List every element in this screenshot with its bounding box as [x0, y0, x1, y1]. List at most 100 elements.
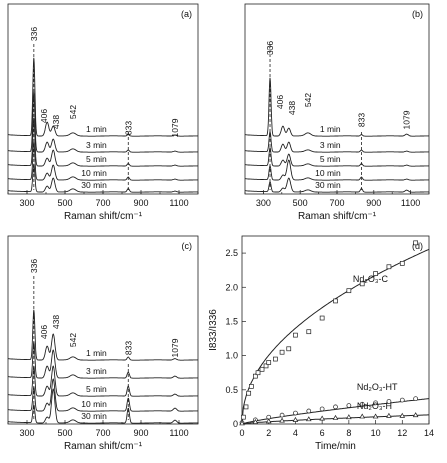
peak-label: 406: [275, 95, 285, 109]
data-point-circle: [333, 404, 338, 410]
y-tick-label: 2.0: [225, 282, 238, 292]
data-point-square: [333, 298, 338, 304]
series-label: 10 min: [81, 399, 107, 409]
fit-curve: [241, 248, 430, 425]
spectrum-line: [7, 309, 199, 361]
data-point-triangle: [372, 413, 379, 419]
series-label: 10 min: [315, 168, 341, 178]
x-tick-label: 900: [366, 198, 381, 208]
x-tick-label: 12: [397, 428, 407, 438]
spectrum-line: [244, 177, 430, 193]
series-label: 3 min: [320, 140, 341, 150]
data-point-triangle: [239, 420, 245, 426]
peak-label: 542: [68, 105, 78, 119]
data-point-triangle: [305, 416, 312, 422]
y-tick-label: 2.5: [225, 248, 238, 258]
spectrum-line: [244, 77, 430, 137]
y-tick-label: 0: [233, 419, 238, 429]
peak-label: 406: [39, 109, 49, 123]
x-tick-label: 1100: [401, 198, 420, 208]
data-point-triangle: [386, 412, 392, 418]
panel-b: (b) 300 500 700 900 1100 Raman shift/cm⁻¹ 1 min…: [244, 3, 430, 222]
data-point-triangle: [265, 418, 272, 424]
data-point-square: [243, 404, 249, 410]
peak-label: 833: [356, 113, 366, 127]
spectrum-line: [7, 117, 199, 167]
x-tick-label: 14: [424, 428, 434, 438]
data-point-triangle: [346, 414, 352, 420]
x-tick-label: 0: [239, 428, 244, 438]
panel-a: (a) 300 500 700 900 1100 Raman shift/cm⁻¹ 1 min…: [7, 3, 199, 222]
peak-label: 406: [39, 325, 49, 339]
data-point-square: [263, 363, 269, 369]
series-label: 1 min: [86, 124, 107, 134]
peak-label: 1079: [170, 118, 180, 137]
data-point-square: [249, 384, 254, 389]
peak-label: 833: [123, 341, 133, 355]
data-point-square: [293, 332, 298, 338]
data-point-square: [373, 271, 378, 276]
x-tick-label: 900: [133, 428, 148, 438]
x-tick-label: 10: [371, 428, 381, 438]
peak-label: 336: [265, 41, 275, 55]
spectrum-line: [244, 146, 430, 167]
x-tick-label: 700: [95, 198, 110, 208]
series-label: 1 min: [320, 124, 341, 134]
x-tick-label: 1100: [169, 198, 188, 208]
data-point-circle: [293, 410, 298, 416]
spectrum-line: [7, 141, 199, 181]
x-tick-label: 700: [95, 428, 110, 438]
spectrum-line: [7, 388, 199, 424]
peak-label: 336: [29, 259, 39, 273]
panel-d: (d) 0 2 4 6 8 10 12 14 0 0.5 1.0 1.5 2.0 2.5 Time/min I8…: [208, 235, 434, 452]
panel-c: (c) 300 500 700 900 1100 Raman shift/cm⁻¹ 1 min…: [7, 235, 199, 452]
data-point-square: [286, 346, 292, 352]
y-axis-label: I833/I336: [208, 309, 219, 351]
data-point-square: [259, 366, 265, 372]
data-point-triangle: [412, 412, 419, 418]
peak-label: 1079: [170, 338, 180, 357]
series-label: 30 min: [81, 180, 107, 190]
data-point-circle: [399, 397, 405, 403]
x-axis-label: Raman shift/cm⁻¹: [298, 211, 377, 222]
data-point-square: [273, 356, 278, 362]
data-point-triangle: [359, 413, 366, 419]
plot-frame: [241, 235, 430, 425]
peak-label: 438: [51, 115, 61, 129]
spectrum-line: [7, 163, 199, 193]
data-point-circle: [386, 399, 392, 404]
spectrum-line: [244, 130, 430, 153]
data-point-square: [240, 414, 246, 420]
fit-curve: [241, 398, 430, 425]
data-point-square: [346, 288, 352, 294]
series-label: 3 min: [86, 366, 107, 376]
series-label: 5 min: [86, 154, 107, 164]
series-label: 5 min: [86, 384, 107, 394]
x-tick-label: 900: [133, 198, 148, 208]
x-axis-label: Raman shift/cm⁻¹: [64, 441, 143, 452]
peak-label: 1079: [402, 110, 412, 129]
peak-label: 438: [51, 315, 61, 329]
y-tick-label: 1.5: [225, 316, 238, 326]
data-point-square: [253, 373, 258, 379]
series-label: 5 min: [320, 154, 341, 164]
x-tick-label: 300: [256, 198, 271, 208]
series-label-nd2o3-h: Nd₂O₃-H: [357, 401, 392, 411]
spectrum-line: [7, 57, 199, 137]
data-point-square: [359, 281, 365, 287]
y-tick-label: 0.5: [225, 385, 238, 395]
x-tick-label: 300: [19, 428, 34, 438]
x-tick-label: 300: [19, 198, 34, 208]
peak-label: 336: [29, 27, 39, 41]
spectrum-line: [7, 378, 199, 412]
x-tick-label: 700: [329, 198, 344, 208]
data-point-square: [255, 370, 261, 376]
data-point-square: [266, 360, 272, 365]
data-point-circle: [306, 408, 312, 414]
panel-label: (d): [412, 241, 423, 251]
spectrum-line: [7, 365, 199, 397]
series-label: 30 min: [81, 411, 107, 421]
spectrum-line: [7, 91, 199, 153]
data-point-circle: [346, 403, 352, 408]
